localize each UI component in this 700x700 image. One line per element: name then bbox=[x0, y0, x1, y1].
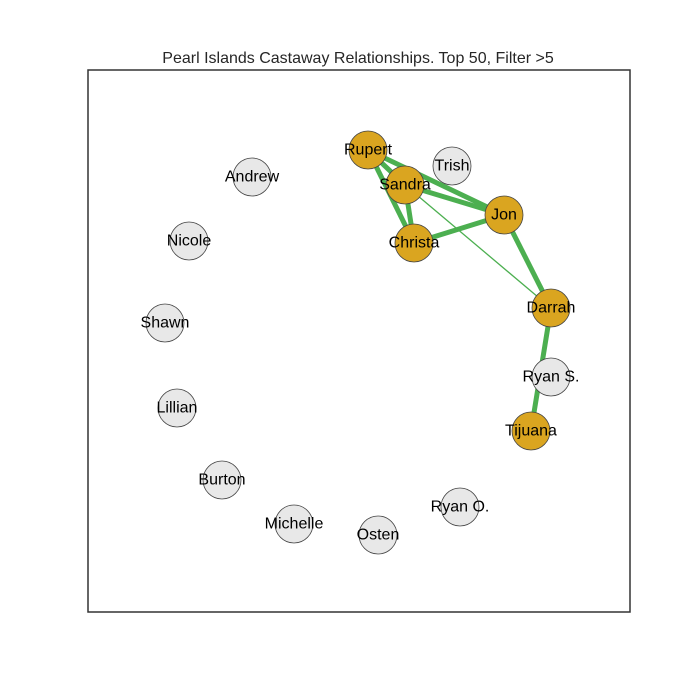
node-label-lillian: Lillian bbox=[157, 400, 198, 417]
node-label-andrew: Andrew bbox=[225, 169, 280, 186]
node-label-ryan-o: Ryan O. bbox=[431, 499, 490, 516]
node-nicole: Nicole bbox=[167, 221, 212, 261]
node-circle-ryan-o bbox=[440, 487, 480, 527]
node-label-darrah: Darrah bbox=[527, 300, 576, 317]
node-label-shawn: Shawn bbox=[141, 315, 190, 332]
plot-frame bbox=[87, 69, 631, 613]
node-osten: Osten bbox=[357, 515, 400, 555]
node-tijuana: Tijuana bbox=[505, 411, 557, 451]
node-burton: Burton bbox=[198, 460, 246, 500]
node-label-michelle: Michelle bbox=[265, 516, 324, 533]
node-andrew: Andrew bbox=[225, 157, 280, 197]
node-label-trish: Trish bbox=[435, 158, 470, 175]
node-lillian: Lillian bbox=[157, 388, 198, 428]
node-trish: Trish bbox=[432, 146, 472, 186]
node-circle-andrew bbox=[232, 157, 272, 197]
node-circle-rupert bbox=[348, 130, 388, 170]
node-darrah: Darrah bbox=[527, 288, 576, 328]
node-rupert: Rupert bbox=[344, 130, 393, 170]
edge-rupert-jon bbox=[366, 147, 506, 218]
node-label-christa: Christa bbox=[389, 235, 440, 252]
node-christa: Christa bbox=[389, 223, 440, 263]
node-label-jon: Jon bbox=[491, 207, 517, 224]
node-circle-tijuana bbox=[511, 411, 551, 451]
node-label-osten: Osten bbox=[357, 527, 400, 544]
node-circle-lillian bbox=[157, 388, 197, 428]
node-ryan-s: Ryan S. bbox=[523, 357, 580, 397]
node-label-nicole: Nicole bbox=[167, 233, 212, 250]
node-michelle: Michelle bbox=[265, 504, 324, 544]
node-label-sandra: Sandra bbox=[379, 177, 431, 194]
node-circle-trish bbox=[432, 146, 472, 186]
node-circle-burton bbox=[202, 460, 242, 500]
node-label-burton: Burton bbox=[198, 472, 245, 489]
node-shawn: Shawn bbox=[141, 303, 190, 343]
edge-sandra-darrah bbox=[404, 184, 552, 309]
chart-title: Pearl Islands Castaway Relationships. To… bbox=[162, 50, 554, 67]
node-circle-christa bbox=[394, 223, 434, 263]
node-sandra: Sandra bbox=[379, 165, 431, 205]
node-circle-osten bbox=[358, 515, 398, 555]
node-circle-jon bbox=[484, 195, 524, 235]
node-circle-sandra bbox=[385, 165, 425, 205]
node-ryan-o: Ryan O. bbox=[431, 487, 490, 527]
node-circle-nicole bbox=[169, 221, 209, 261]
node-circle-michelle bbox=[274, 504, 314, 544]
node-label-ryan-s: Ryan S. bbox=[523, 369, 580, 386]
node-circle-shawn bbox=[145, 303, 185, 343]
node-jon: Jon bbox=[484, 195, 524, 235]
node-circle-darrah bbox=[531, 288, 571, 328]
node-circle-ryan-s bbox=[531, 357, 571, 397]
node-label-rupert: Rupert bbox=[344, 142, 393, 159]
node-label-tijuana: Tijuana bbox=[505, 423, 557, 440]
